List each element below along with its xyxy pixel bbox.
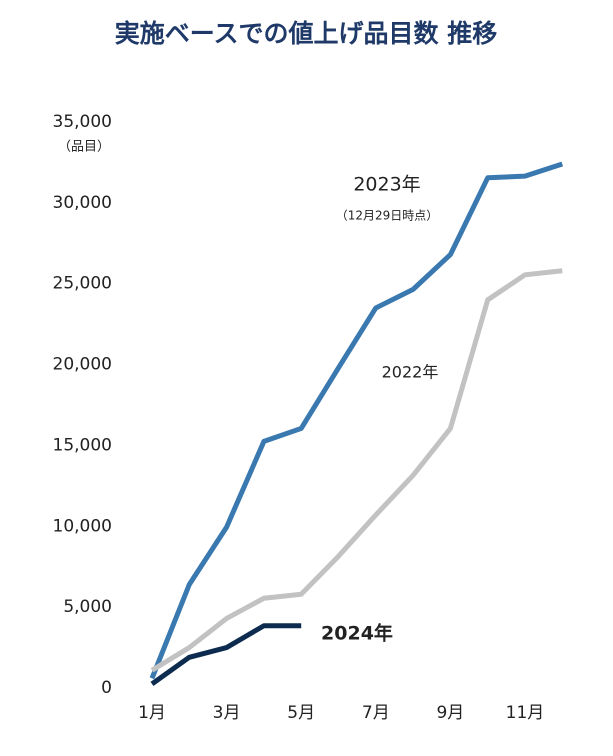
series-label: 2024年 [321, 622, 393, 645]
y-tick-label: 10,000 [53, 516, 112, 536]
series-label: 2023年 [353, 174, 420, 196]
y-tick-label: 30,000 [53, 193, 112, 213]
y-tick-label: 35,000 [53, 112, 112, 132]
x-tick-label: 1月 [138, 703, 166, 723]
chart-title: 実施ベースでの値上げ品目数 推移 [115, 19, 497, 48]
x-tick-label: 5月 [287, 703, 315, 723]
series-note: （12月29日時点） [336, 209, 439, 223]
x-tick-label: 11月 [506, 703, 545, 723]
series-label: 2022年 [382, 363, 439, 382]
y-axis-unit: （品目） [58, 140, 110, 155]
series-line [150, 268, 563, 673]
x-tick-label: 7月 [362, 703, 390, 723]
y-tick-label: 15,000 [53, 435, 112, 455]
series-line [150, 623, 302, 686]
series-line [149, 161, 564, 680]
y-tick-label: 0 [101, 678, 112, 698]
y-tick-label: 5,000 [63, 597, 112, 617]
x-tick-label: 9月 [436, 703, 464, 723]
x-tick-label: 3月 [213, 703, 241, 723]
y-tick-label: 20,000 [53, 355, 112, 375]
y-tick-label: 25,000 [53, 274, 112, 294]
